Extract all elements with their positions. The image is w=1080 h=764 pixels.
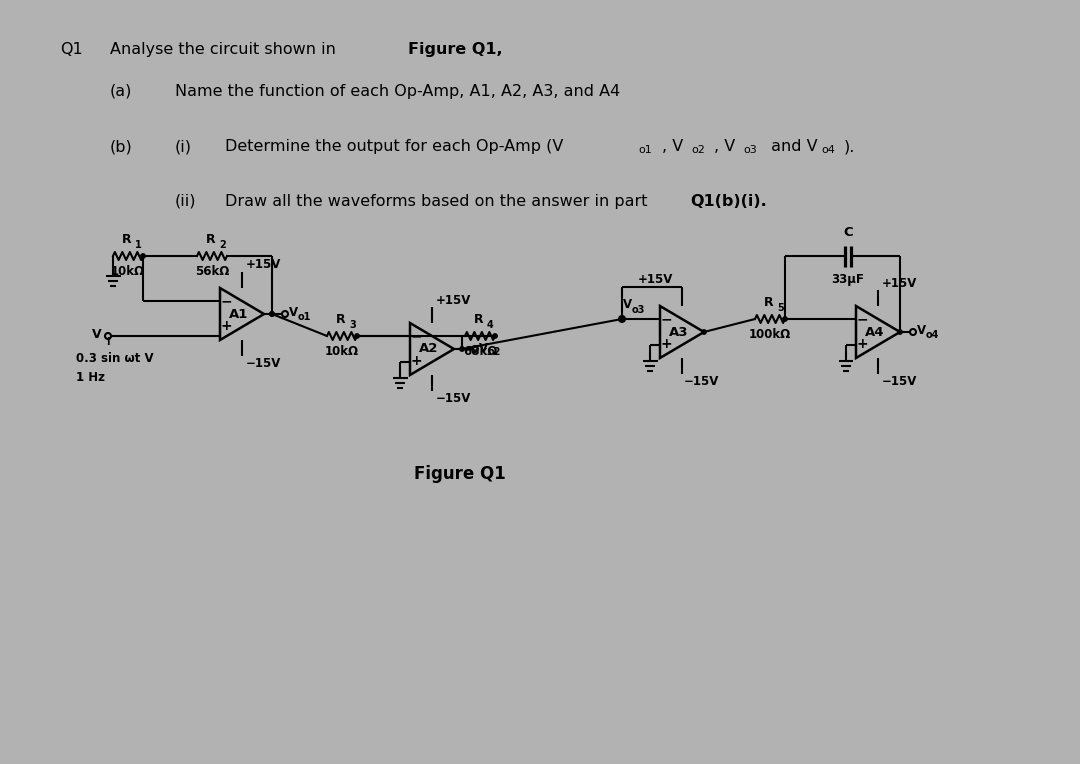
Text: V: V — [623, 298, 632, 311]
Text: (i): (i) — [175, 139, 192, 154]
Text: +: + — [410, 354, 422, 368]
Text: V: V — [289, 306, 298, 319]
Text: C: C — [843, 226, 853, 239]
Text: −15V: −15V — [246, 357, 282, 370]
Text: and V: and V — [766, 139, 818, 154]
Text: (ii): (ii) — [175, 194, 197, 209]
Text: i: i — [106, 337, 109, 347]
Text: (b): (b) — [110, 139, 133, 154]
Text: Figure Q1: Figure Q1 — [414, 465, 505, 483]
Text: o3: o3 — [743, 145, 757, 155]
Text: 33μF: 33μF — [832, 273, 864, 286]
Text: V: V — [480, 342, 488, 354]
Circle shape — [270, 312, 274, 316]
Text: R: R — [474, 313, 484, 326]
Text: Determine the output for each Op-Amp (V: Determine the output for each Op-Amp (V — [225, 139, 564, 154]
Text: R: R — [206, 233, 216, 246]
Text: −: − — [856, 312, 868, 326]
Text: A2: A2 — [419, 342, 438, 355]
Text: +15V: +15V — [638, 273, 673, 286]
Circle shape — [783, 317, 787, 321]
Text: o1: o1 — [638, 145, 652, 155]
Circle shape — [702, 330, 706, 334]
Text: Q1(b)(i).: Q1(b)(i). — [690, 194, 767, 209]
Text: Q1: Q1 — [60, 42, 83, 57]
Text: 56kΩ: 56kΩ — [194, 265, 229, 278]
Text: +: + — [220, 319, 232, 333]
Text: o1: o1 — [298, 312, 311, 322]
Text: 3: 3 — [349, 320, 355, 330]
Text: Draw all the waveforms based on the answer in part: Draw all the waveforms based on the answ… — [225, 194, 652, 209]
Text: o2: o2 — [488, 347, 501, 357]
Text: V: V — [917, 325, 927, 338]
Text: +15V: +15V — [436, 294, 471, 307]
Text: +: + — [856, 337, 868, 351]
Text: A4: A4 — [865, 325, 885, 338]
Text: A1: A1 — [229, 307, 248, 321]
Text: +: + — [660, 337, 672, 351]
Text: −15V: −15V — [436, 392, 471, 405]
Text: A3: A3 — [670, 325, 689, 338]
Text: −: − — [220, 294, 232, 308]
Circle shape — [355, 334, 360, 338]
Text: 0.3 sin ωt V: 0.3 sin ωt V — [76, 352, 153, 365]
Text: (a): (a) — [110, 84, 133, 99]
Circle shape — [620, 317, 624, 321]
Text: 1: 1 — [135, 240, 141, 250]
Text: 10kΩ: 10kΩ — [325, 345, 359, 358]
Text: +15V: +15V — [882, 277, 917, 290]
Text: 100kΩ: 100kΩ — [748, 328, 792, 341]
Text: Name the function of each Op-Amp, A1, A2, A3, and A4: Name the function of each Op-Amp, A1, A2… — [175, 84, 620, 99]
Text: Figure Q1,: Figure Q1, — [408, 42, 502, 57]
Text: o4: o4 — [821, 145, 835, 155]
Text: Analyse the circuit shown in: Analyse the circuit shown in — [110, 42, 341, 57]
Circle shape — [897, 330, 902, 334]
Text: , V: , V — [714, 139, 735, 154]
Text: R: R — [122, 233, 132, 246]
Text: 4: 4 — [487, 320, 494, 330]
Text: V: V — [93, 328, 102, 341]
Text: ).: ). — [843, 139, 855, 154]
Text: −: − — [660, 312, 672, 326]
Text: 10kΩ: 10kΩ — [111, 265, 145, 278]
Text: R: R — [336, 313, 346, 326]
Circle shape — [492, 334, 497, 338]
Text: 1 Hz: 1 Hz — [76, 371, 105, 384]
Text: o3: o3 — [632, 305, 646, 315]
Text: −15V: −15V — [684, 375, 719, 388]
Text: o4: o4 — [926, 330, 940, 340]
Circle shape — [460, 347, 464, 351]
Text: , V: , V — [662, 139, 684, 154]
Text: +15V: +15V — [246, 258, 282, 271]
Circle shape — [140, 254, 145, 258]
Circle shape — [270, 312, 274, 316]
Text: 2: 2 — [219, 240, 226, 250]
Text: −: − — [410, 329, 422, 343]
Text: 5: 5 — [777, 303, 784, 313]
Text: o2: o2 — [691, 145, 705, 155]
Text: −15V: −15V — [882, 375, 917, 388]
Text: 68kΩ: 68kΩ — [463, 345, 497, 358]
Text: R: R — [765, 296, 773, 309]
